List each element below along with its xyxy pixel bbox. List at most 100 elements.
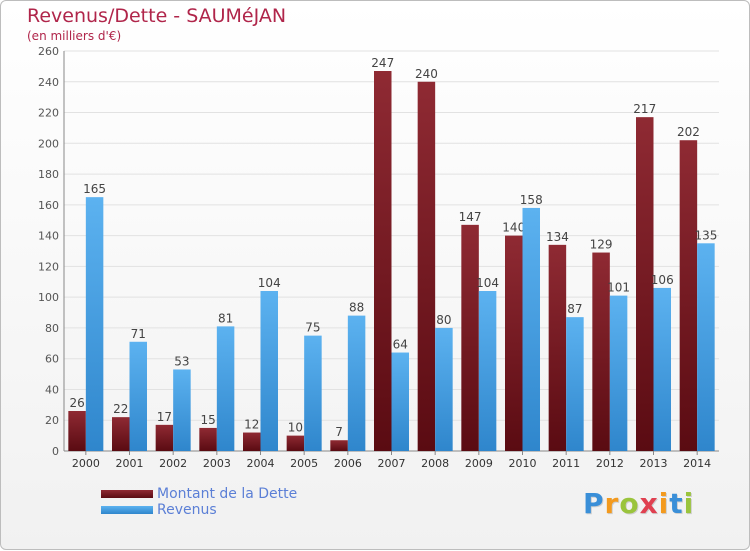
- proxiti-logo: Proxiti: [583, 487, 694, 520]
- legend-item-debt: Montant de la Dette: [101, 486, 297, 502]
- data-label: 158: [520, 193, 543, 207]
- y-tick-label: 40: [45, 383, 59, 396]
- data-label: 165: [83, 182, 106, 196]
- y-tick-label: 80: [45, 322, 59, 335]
- data-label: 104: [476, 276, 499, 290]
- x-tick-label: 2008: [421, 457, 449, 470]
- bar-revenue: [697, 243, 715, 451]
- logo-letter: o: [619, 487, 640, 520]
- y-tick-label: 220: [38, 107, 59, 120]
- x-tick-label: 2011: [552, 457, 580, 470]
- data-label: 217: [633, 102, 656, 116]
- data-label: 71: [131, 327, 146, 341]
- y-tick-label: 160: [38, 199, 59, 212]
- legend-swatch-revenue: [101, 506, 153, 514]
- chart-subtitle: (en milliers d'€): [27, 29, 122, 43]
- y-tick-label: 100: [38, 291, 59, 304]
- data-label: 147: [459, 210, 482, 224]
- bar-debt: [417, 81, 436, 452]
- bar-revenue: [653, 287, 671, 451]
- data-label: 80: [436, 313, 451, 327]
- bar-debt: [199, 427, 217, 451]
- bar-debt: [636, 117, 654, 452]
- data-label: 247: [371, 56, 394, 70]
- bar-debt: [68, 411, 86, 451]
- data-label: 140: [502, 221, 525, 235]
- data-label: 135: [694, 228, 717, 242]
- data-label: 87: [567, 302, 582, 316]
- chart-title: Revenus/Dette - SAUMéJAN: [27, 5, 287, 27]
- bar-debt: [461, 224, 479, 451]
- x-tick-label: 2009: [465, 457, 493, 470]
- logo-letter: r: [604, 487, 620, 520]
- bar-debt: [592, 252, 610, 451]
- logo-letter: x: [639, 487, 659, 520]
- x-tick-label: 2003: [203, 457, 231, 470]
- logo-letter: i: [658, 487, 670, 520]
- data-label: 17: [157, 410, 172, 424]
- legend-label-revenue: Revenus: [157, 502, 217, 518]
- y-tick-label: 60: [45, 353, 59, 366]
- bar-revenue: [566, 317, 584, 451]
- x-tick-label: 2005: [290, 457, 318, 470]
- bar-revenue: [216, 326, 235, 451]
- bar-debt: [112, 417, 130, 451]
- data-label: 26: [69, 396, 84, 410]
- bar-revenue: [391, 352, 409, 451]
- data-label: 22: [113, 402, 128, 416]
- bar-revenue: [435, 327, 453, 451]
- bar-debt: [679, 140, 698, 451]
- x-tick-label: 2000: [72, 457, 100, 470]
- data-label: 10: [288, 421, 303, 435]
- x-tick-label: 2002: [159, 457, 187, 470]
- bar-revenue: [478, 291, 497, 451]
- x-tick-label: 2004: [247, 457, 275, 470]
- y-tick-label: 20: [45, 414, 59, 427]
- bar-revenue: [85, 197, 104, 451]
- data-label: 88: [349, 301, 364, 315]
- legend-label-debt: Montant de la Dette: [157, 486, 298, 502]
- legend-swatch-debt: [101, 490, 153, 498]
- bar-revenue: [304, 335, 322, 451]
- data-label: 64: [393, 338, 408, 352]
- x-tick-label: 2014: [683, 457, 711, 470]
- bar-debt: [374, 71, 392, 451]
- data-label: 7: [335, 425, 343, 439]
- bar-debt: [505, 235, 523, 451]
- y-tick-label: 0: [52, 445, 59, 458]
- data-label: 134: [546, 230, 569, 244]
- x-tick-label: 2010: [509, 457, 537, 470]
- bar-debt: [548, 244, 567, 451]
- bar-revenue: [260, 291, 278, 451]
- bar-revenue: [173, 369, 191, 451]
- data-label: 101: [607, 281, 630, 295]
- data-label: 53: [174, 354, 189, 368]
- x-tick-label: 2012: [596, 457, 624, 470]
- legend: Montant de la Dette Revenus: [101, 486, 297, 518]
- x-tick-label: 2007: [378, 457, 406, 470]
- y-tick-label: 240: [38, 76, 59, 89]
- y-tick-label: 140: [38, 230, 59, 243]
- legend-item-revenue: Revenus: [101, 502, 297, 518]
- data-label: 15: [200, 413, 215, 427]
- x-tick-label: 2013: [640, 457, 668, 470]
- data-label: 106: [651, 273, 674, 287]
- y-tick-label: 180: [38, 168, 59, 181]
- data-label: 240: [415, 67, 438, 81]
- logo-letter: P: [583, 487, 605, 520]
- logo-letter: i: [683, 487, 695, 520]
- data-label: 81: [218, 311, 233, 325]
- y-tick-label: 120: [38, 260, 59, 273]
- bar-debt: [155, 424, 174, 451]
- bar-revenue: [347, 315, 366, 451]
- bar-revenue: [129, 341, 147, 451]
- y-tick-label: 260: [38, 45, 59, 58]
- data-label: 75: [305, 321, 320, 335]
- x-tick-label: 2006: [334, 457, 362, 470]
- bar-revenue: [522, 207, 540, 451]
- logo-letter: t: [669, 487, 684, 520]
- data-label: 202: [677, 125, 700, 139]
- y-tick-label: 200: [38, 137, 59, 150]
